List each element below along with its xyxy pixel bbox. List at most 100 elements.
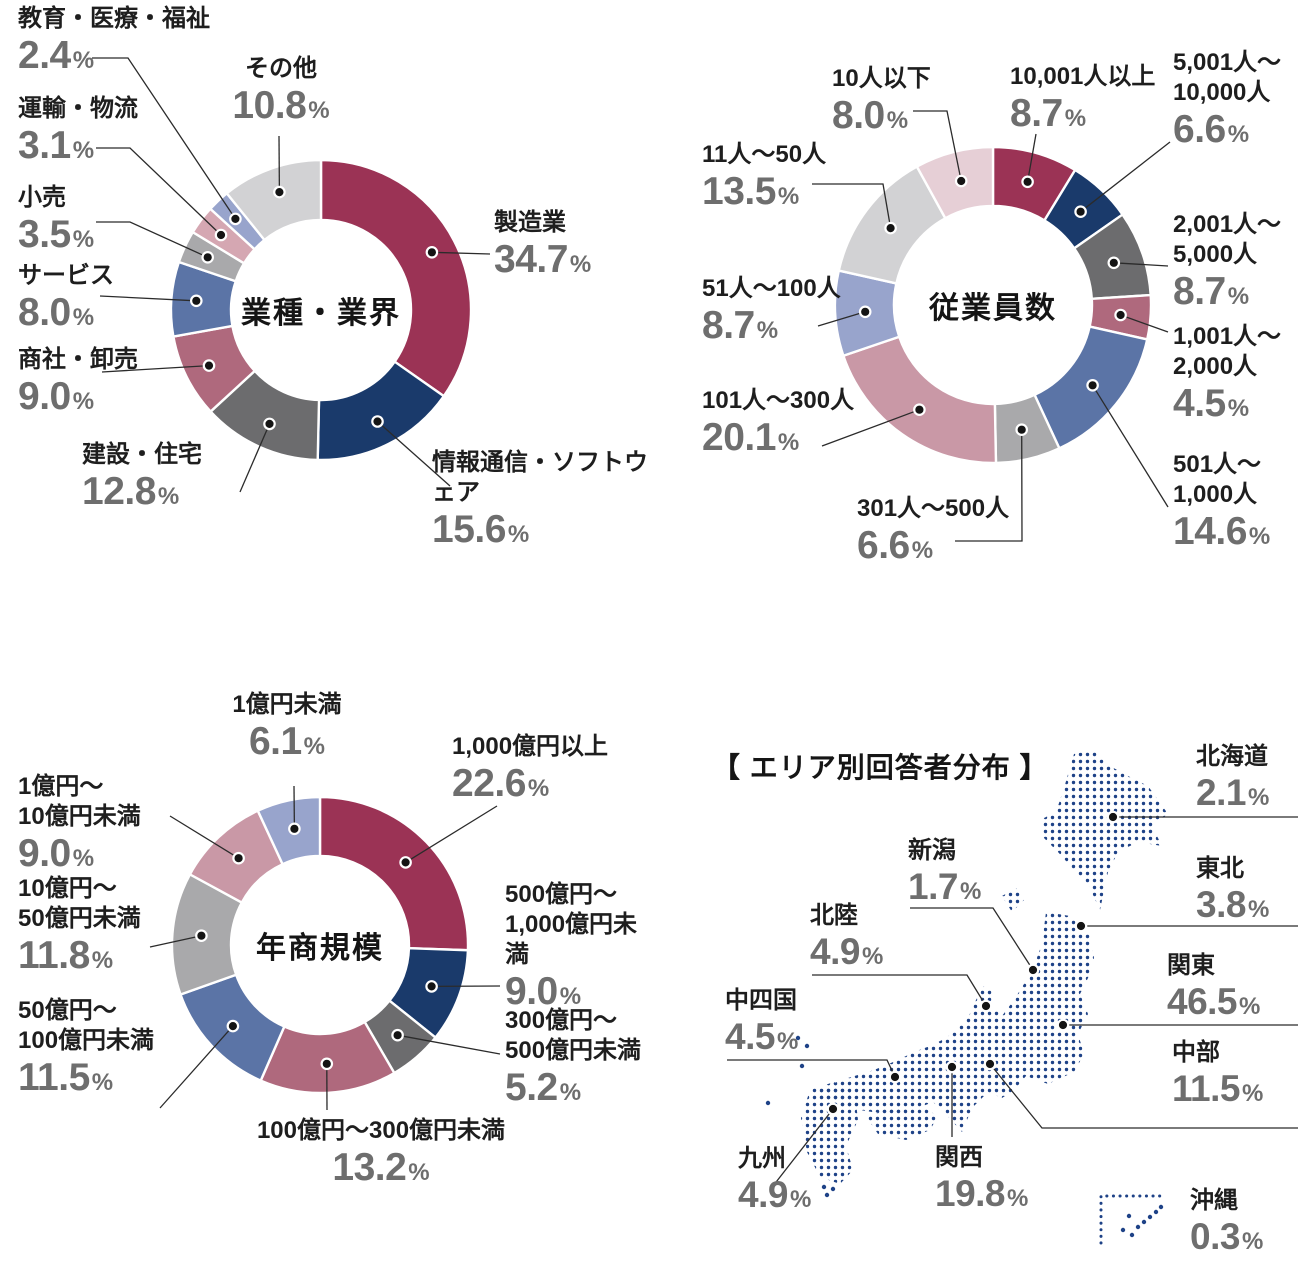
segment-marker-dot (1107, 256, 1121, 270)
industry-donut-chart: 業種・業界 製造業 34.7% 情報通信・ソフトウェア 15.6% 建設・住宅 12.8%… (0, 0, 650, 656)
data-percent: 6.6% (1173, 108, 1281, 157)
segment-label: 100億円〜300億円未満 13.2% (257, 1116, 505, 1195)
percent-unit: % (303, 733, 326, 760)
percent-value: 6.1 (248, 720, 302, 763)
segment-label: 1,000億円以上 22.6% (452, 732, 608, 811)
segment-marker-dot (320, 1057, 334, 1071)
percent-unit: % (308, 97, 330, 124)
percent-unit: % (72, 226, 95, 253)
data-percent: 11.5% (18, 1056, 154, 1105)
map-leader-overlay (727, 810, 1298, 1187)
segment-marker-dot (190, 294, 203, 308)
percent-unit: % (959, 878, 982, 905)
percent-unit: % (72, 845, 95, 872)
data-percent: 11.8% (18, 934, 141, 983)
percent-value: 46.5 (1167, 981, 1238, 1022)
percent-value: 4.9 (738, 1174, 788, 1215)
segment-marker-dot (425, 246, 439, 259)
revenue-donut-chart: 年商規模 1,000億円以上 22.6% 500億円〜 1,000億円未満 9.0% 3… (0, 660, 660, 1268)
percent-unit: % (1239, 993, 1261, 1020)
small-islands-dots (765, 1035, 836, 1198)
segment-label: 建設・住宅 12.8% (82, 440, 202, 519)
leader-line (1026, 133, 1037, 182)
percent-value: 10.8 (232, 84, 307, 127)
data-label-text: 東北 (1196, 855, 1244, 882)
marker-dots (190, 185, 439, 431)
percent-value: 4.5 (725, 1016, 775, 1057)
data-label-text: 関西 (935, 1144, 983, 1171)
data-percent: 3.8% (1196, 884, 1269, 931)
segment-marker-dot (202, 359, 216, 372)
percent-unit: % (569, 251, 592, 278)
segment-marker-dot (1015, 423, 1028, 436)
segment-marker-dot (1056, 1018, 1070, 1032)
data-label-text: 501人〜 1,000人 (1173, 451, 1262, 508)
data-percent: 3.1% (18, 124, 138, 173)
leader-line (1080, 141, 1171, 213)
segment-label: 1億円〜 10億円未満 9.0% (18, 772, 141, 881)
region-label: 関東 46.5% (1167, 951, 1260, 1028)
segment-marker-dot (913, 403, 926, 416)
leader-line (989, 1063, 1298, 1129)
data-label-text: その他 (245, 55, 317, 82)
segment-label: 51人〜100人 8.7% (702, 274, 841, 353)
marker-dots (858, 174, 1127, 436)
donut-segment (318, 795, 470, 952)
data-percent: 4.9% (738, 1174, 811, 1221)
segment-marker-dot (425, 980, 438, 993)
percent-unit: % (1227, 395, 1250, 422)
percent-unit: % (776, 1028, 799, 1055)
region-label: 北海道 2.1% (1196, 742, 1269, 819)
leader-line (910, 907, 1034, 971)
percent-value: 4.9 (810, 931, 860, 972)
data-percent: 2.1% (1196, 772, 1269, 819)
data-percent: 8.7% (1010, 92, 1155, 141)
segment-marker-dot (1114, 308, 1127, 322)
percent-unit: % (1064, 105, 1087, 132)
data-percent: 4.9% (810, 931, 883, 978)
data-label-text: 新潟 (908, 837, 956, 864)
data-percent: 14.6% (1173, 510, 1270, 559)
percent-unit: % (1241, 1228, 1264, 1255)
percent-value: 15.6 (432, 508, 506, 551)
region-label: 九州 4.9% (738, 1144, 811, 1221)
data-percent: 9.0% (18, 832, 141, 881)
percent-unit: % (756, 317, 779, 344)
segment-marker-dot (288, 822, 301, 836)
leader-line (92, 57, 236, 220)
percent-unit: % (527, 775, 550, 802)
data-percent: 3.5% (18, 213, 94, 262)
okinawa-inset (1099, 1194, 1165, 1245)
data-label-text: 小売 (18, 184, 66, 211)
hokkaido-island-shape (1040, 750, 1168, 910)
data-label-text: 1,000億円以上 (452, 733, 609, 760)
okinawa-inset-bracket (1099, 1194, 1165, 1245)
percent-unit: % (507, 521, 530, 548)
shikoku-island-shape (866, 1106, 938, 1140)
percent-value: 0.3 (1190, 1216, 1240, 1257)
data-label-text: 300億円〜 500億円未満 (505, 1007, 642, 1064)
leader-line (1120, 314, 1169, 333)
segment-label: 5,001人〜 10,000人 6.6% (1173, 48, 1281, 157)
map-title: 【 エリア別回答者分布 】 (712, 752, 1049, 783)
data-percent: 2.4% (18, 34, 210, 83)
data-label-text: 教育・医療・福祉 (18, 5, 210, 32)
leader-line (169, 815, 239, 859)
percent-value: 6.6 (857, 524, 910, 567)
data-percent: 11.5% (1172, 1068, 1263, 1115)
segment-marker-dot (371, 415, 384, 428)
percent-value: 3.1 (18, 124, 71, 167)
segment-marker-dot (201, 250, 214, 264)
data-percent: 13.2% (257, 1146, 505, 1195)
segment-marker-dot (229, 212, 242, 226)
donut-segments (169, 158, 473, 462)
percent-value: 11.8 (18, 934, 90, 977)
data-label-text: 中四国 (725, 987, 797, 1014)
data-label-text: 沖縄 (1190, 1187, 1238, 1214)
japan-islands (765, 750, 1168, 1245)
segment-marker-dot (1074, 919, 1088, 933)
segment-marker-dot (1086, 378, 1099, 392)
honshu-island-shape (816, 912, 1094, 1132)
segment-marker-dot (232, 851, 245, 865)
percent-value: 3.8 (1196, 884, 1246, 925)
